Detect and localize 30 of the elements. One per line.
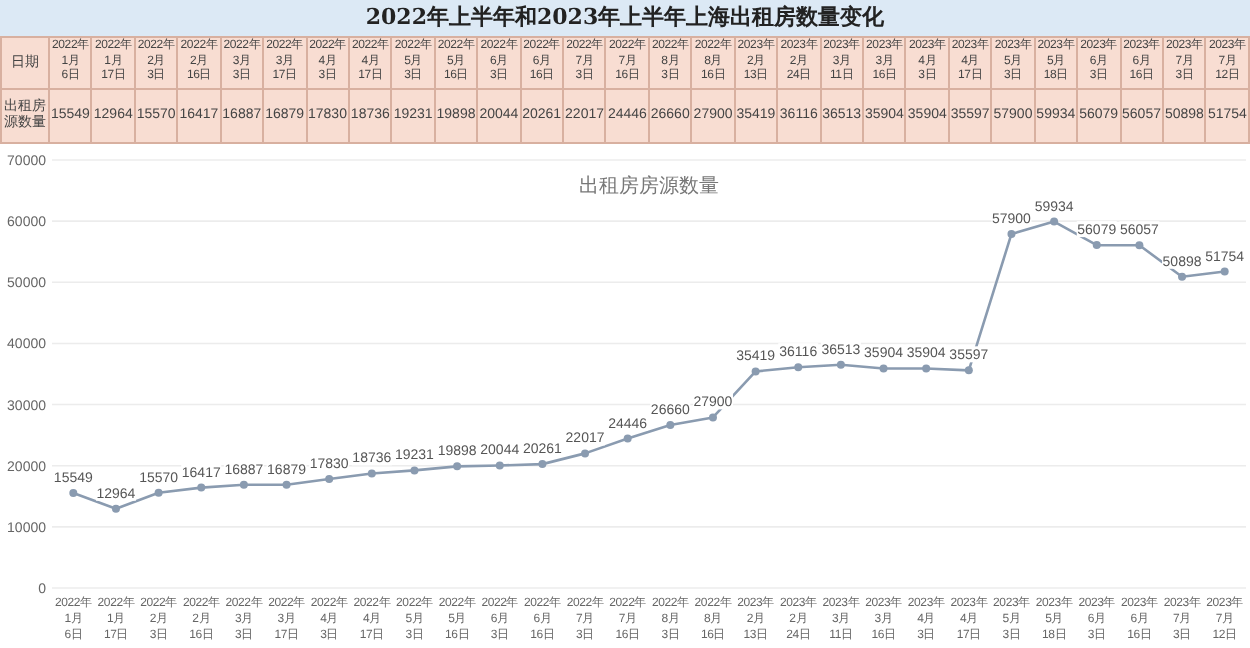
point (154, 488, 163, 497)
text: 出租房房源数量 (579, 174, 719, 198)
point (623, 434, 632, 443)
point (964, 366, 973, 375)
chart-title: 2022年上半年和2023年上半年上海出租房数量变化 (0, 0, 1250, 36)
point (879, 364, 888, 373)
point (538, 460, 547, 469)
point (367, 469, 376, 478)
point (282, 480, 291, 489)
point (1050, 217, 1059, 226)
point (1092, 241, 1101, 250)
point (325, 474, 334, 483)
point (666, 420, 675, 429)
point (922, 364, 931, 373)
point (69, 488, 78, 497)
point (836, 360, 845, 369)
point (1007, 229, 1016, 238)
point (197, 483, 206, 492)
point (708, 413, 717, 422)
point (410, 466, 419, 475)
point (1220, 267, 1229, 276)
point (794, 363, 803, 372)
point (581, 449, 590, 458)
point (751, 367, 760, 376)
point (111, 504, 120, 513)
point (239, 480, 248, 489)
point (453, 462, 462, 471)
point (495, 461, 504, 470)
point (1178, 272, 1187, 281)
point (1135, 241, 1144, 250)
